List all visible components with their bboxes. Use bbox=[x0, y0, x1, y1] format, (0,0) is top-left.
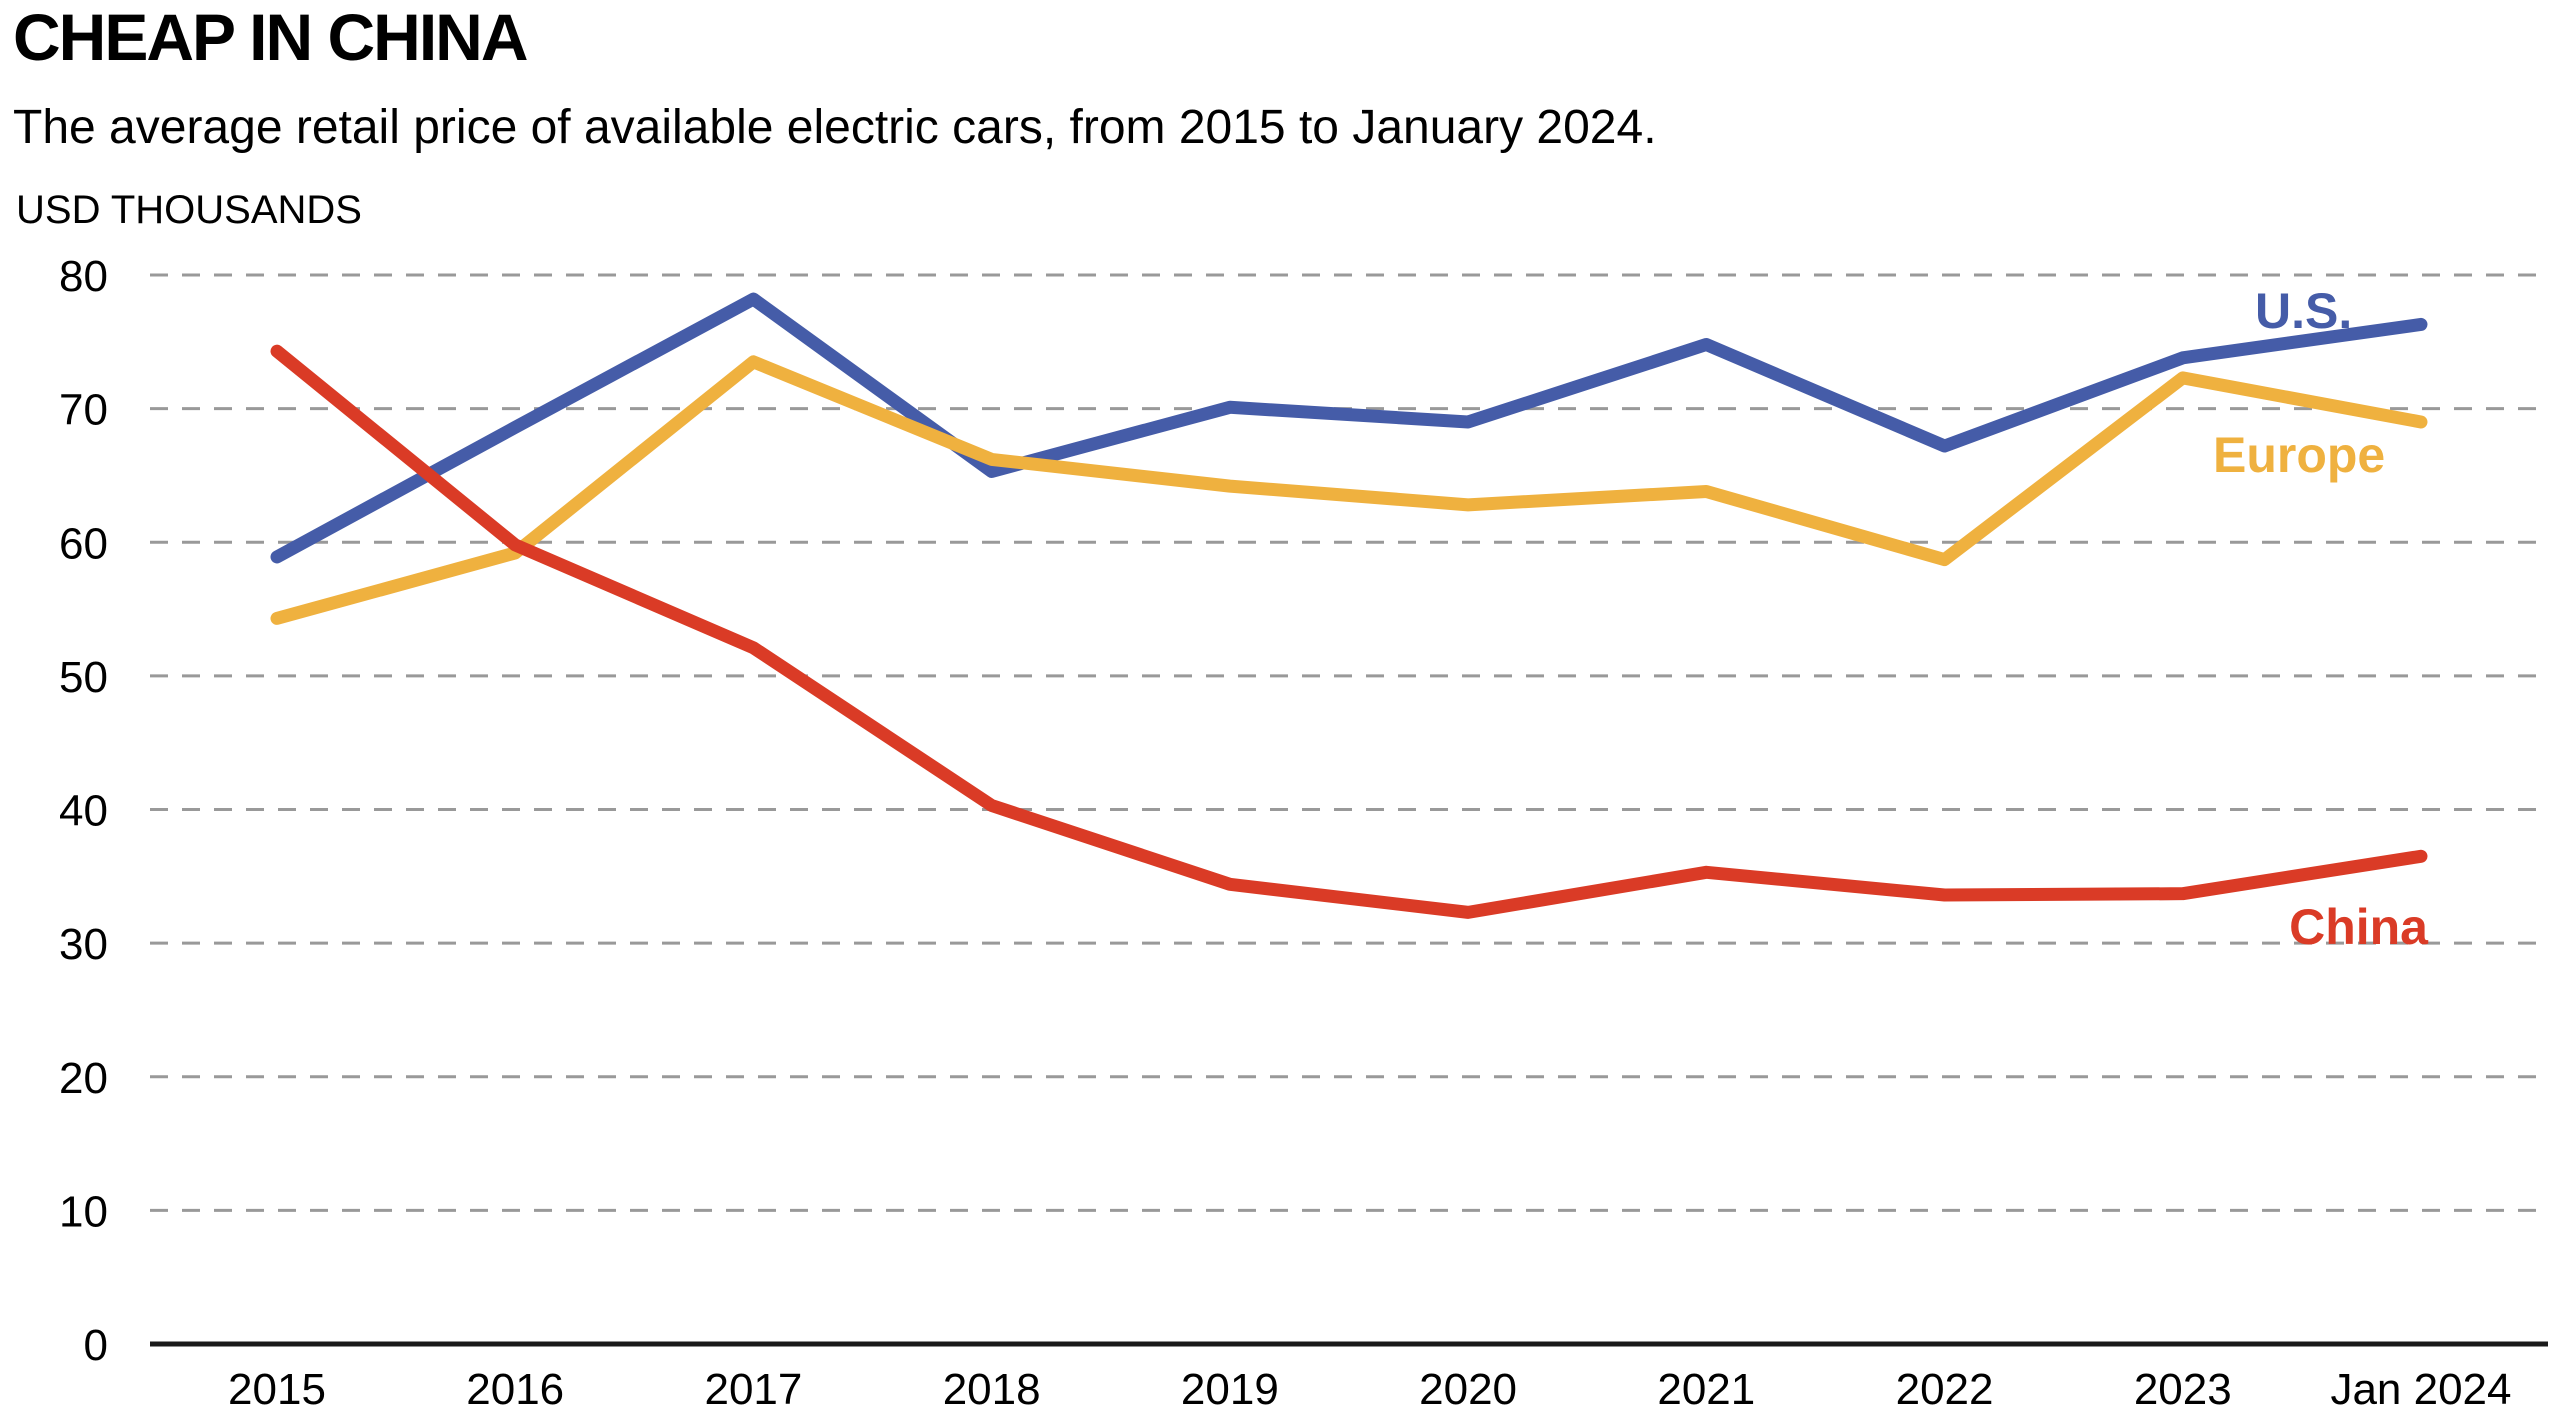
y-tick-label-70: 70 bbox=[59, 386, 108, 435]
x-tick-label-2018: 2018 bbox=[943, 1365, 1041, 1414]
x-tick-label-2020: 2020 bbox=[1419, 1365, 1517, 1414]
y-tick-label-80: 80 bbox=[59, 252, 108, 301]
y-tick-label-60: 60 bbox=[59, 519, 108, 568]
series-line-europe bbox=[270, 355, 2428, 625]
y-tick-label-20: 20 bbox=[59, 1054, 108, 1103]
y-tick-label-0: 0 bbox=[84, 1321, 108, 1370]
x-tick-label-2022: 2022 bbox=[1896, 1365, 1994, 1414]
x-tick-label-2015: 2015 bbox=[228, 1365, 326, 1414]
y-tick-label-10: 10 bbox=[59, 1187, 108, 1236]
chart-title: CHEAP IN CHINA bbox=[13, 0, 529, 74]
x-tick-label-2017: 2017 bbox=[704, 1365, 802, 1414]
x-tick-label-2023: 2023 bbox=[2134, 1365, 2232, 1414]
y-axis-unit-label: USD THOUSANDS bbox=[16, 188, 362, 232]
series-line-china bbox=[270, 344, 2428, 919]
x-tick-label-2021: 2021 bbox=[1657, 1365, 1755, 1414]
series-label-europe: Europe bbox=[2213, 427, 2385, 483]
y-tick-label-40: 40 bbox=[59, 787, 108, 836]
y-tick-label-50: 50 bbox=[59, 653, 108, 702]
x-tick-label-2019: 2019 bbox=[1181, 1365, 1279, 1414]
y-tick-label-30: 30 bbox=[59, 920, 108, 969]
x-tick-label-2016: 2016 bbox=[466, 1365, 564, 1414]
x-tick-label-jan-2024: Jan 2024 bbox=[2330, 1365, 2511, 1414]
series-label-us: U.S. bbox=[2255, 283, 2352, 339]
series-line-us bbox=[270, 292, 2428, 564]
series-label-china: China bbox=[2289, 899, 2429, 955]
chart-subtitle: The average retail price of available el… bbox=[13, 101, 1657, 154]
